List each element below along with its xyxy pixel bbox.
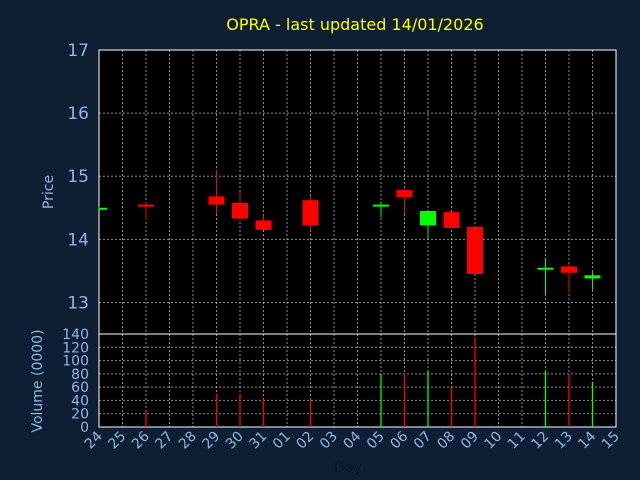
- x-tick-label: 12: [528, 429, 552, 453]
- x-tick-label: 08: [434, 429, 458, 453]
- candle-body: [420, 210, 436, 226]
- x-tick-label: 07: [411, 429, 435, 453]
- price-axis-label: Price: [41, 175, 57, 209]
- volume-tick-label: 120: [62, 340, 89, 356]
- candle-body: [443, 212, 460, 228]
- x-tick-label: 25: [105, 429, 129, 453]
- volume-axis-label: Volume (0000): [30, 329, 46, 432]
- candle-body: [396, 190, 413, 198]
- volume-tick-label: 20: [71, 407, 89, 423]
- volume-tick-label: 80: [71, 367, 89, 383]
- x-tick-labels: 24 25 26 27 28 29 30 31 01 02 03 04 05 06 07 08 09 10 11 12…: [82, 428, 623, 452]
- candle-body: [138, 204, 154, 207]
- x-tick-label: 02: [293, 429, 317, 453]
- x-tick-label: 31: [246, 429, 270, 453]
- x-tick-label: 30: [223, 429, 247, 453]
- grid-layer: [98, 49, 617, 428]
- chart-title: OPRA - last updated 14/01/2026: [226, 15, 483, 34]
- candle-body: [561, 266, 577, 273]
- candle-body: [584, 275, 601, 279]
- x-tick-label: 29: [199, 429, 223, 453]
- x-tick-label: 27: [152, 429, 176, 453]
- x-tick-label: 15: [599, 429, 623, 453]
- x-tick-label: 04: [340, 428, 364, 452]
- x-tick-label: 10: [481, 429, 505, 453]
- volume-bars: [145, 337, 594, 427]
- volume-tick-label: 60: [71, 380, 89, 396]
- x-tick-label: 06: [387, 428, 411, 452]
- price-candles: [98, 169, 601, 295]
- candle-body: [255, 220, 272, 230]
- price-tick-label: 15: [67, 167, 89, 187]
- candle-body: [99, 207, 107, 210]
- price-tick-label: 14: [67, 230, 89, 250]
- volume-tick-label: 140: [62, 327, 89, 343]
- candle-body: [302, 200, 319, 226]
- x-tick-label: 26: [129, 428, 153, 452]
- volume-tick-label: 40: [71, 393, 89, 409]
- price-tick-label: 17: [67, 41, 89, 61]
- x-tick-label: 03: [317, 429, 341, 453]
- x-tick-label: 13: [552, 429, 576, 453]
- x-tick-label: 05: [364, 429, 388, 453]
- candle-body: [537, 267, 554, 270]
- volume-tick-label: 0: [80, 420, 89, 436]
- x-axis-label: Day: [334, 460, 362, 476]
- x-tick-label: 01: [270, 429, 294, 453]
- x-tick-label: 09: [458, 429, 482, 453]
- x-tick-label: 14: [575, 428, 599, 452]
- candle-body: [373, 204, 389, 207]
- candle-body: [467, 226, 483, 275]
- x-tick-label: 28: [176, 429, 200, 453]
- price-tick-label: 16: [67, 104, 89, 124]
- candle-body: [232, 202, 248, 219]
- candle-body: [208, 196, 225, 205]
- x-tick-label: 11: [505, 429, 529, 453]
- volume-tick-label: 100: [62, 354, 89, 370]
- price-tick-label: 13: [67, 293, 89, 313]
